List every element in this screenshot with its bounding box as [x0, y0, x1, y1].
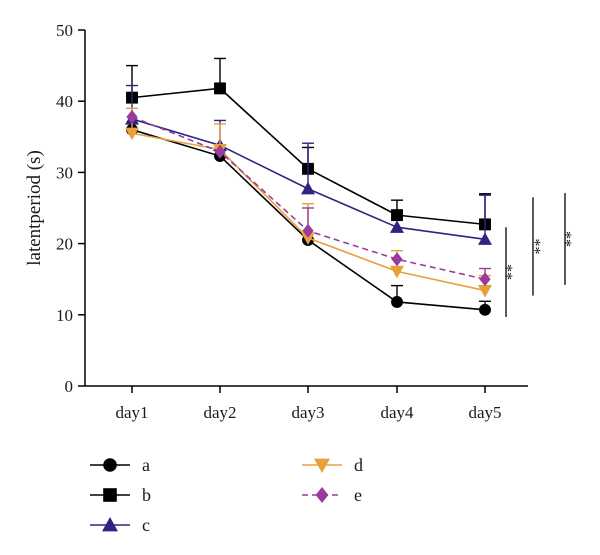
significance-markers: ** ** ** — [504, 193, 580, 317]
legend-marker — [315, 487, 329, 503]
x-tick-label: day1 — [115, 403, 148, 422]
x-tick-label: day3 — [291, 403, 324, 422]
x-tick-label: day2 — [203, 403, 236, 422]
series-layer — [125, 57, 492, 316]
legend-item-e: e — [302, 485, 362, 505]
data-point — [478, 232, 492, 245]
data-point — [479, 272, 491, 287]
legend-marker — [103, 458, 117, 472]
y-tick-label: 50 — [56, 21, 73, 40]
y-tick-label: 0 — [65, 377, 74, 396]
data-point — [390, 265, 404, 279]
data-point — [126, 109, 138, 124]
data-point — [391, 296, 403, 308]
legend-label: a — [142, 455, 150, 475]
y-tick-label: 40 — [56, 92, 73, 111]
legend-marker — [102, 517, 118, 532]
legend-marker — [103, 488, 117, 502]
significance-label: ** — [504, 264, 521, 280]
y-tick-label: 20 — [56, 235, 73, 254]
legend-label: b — [142, 485, 151, 505]
series-e — [126, 109, 491, 287]
data-point — [479, 303, 491, 316]
legend-label: c — [142, 515, 150, 535]
data-point — [478, 284, 492, 298]
data-point — [301, 232, 315, 245]
data-point — [214, 82, 226, 95]
legend-item-b: b — [90, 485, 151, 505]
y-tick-label: 10 — [56, 306, 73, 325]
y-tick-label: 30 — [56, 163, 73, 182]
data-point — [125, 127, 139, 141]
significance-label: ** — [563, 231, 580, 247]
data-point — [391, 252, 403, 267]
x-tick-label: day4 — [380, 403, 414, 422]
data-point — [301, 181, 315, 195]
legend-label: d — [354, 455, 363, 475]
legend-item-c: c — [90, 515, 150, 535]
data-point — [391, 209, 403, 222]
legend-item-a: a — [90, 455, 150, 475]
data-point — [302, 223, 314, 238]
significance-label: ** — [532, 238, 549, 254]
legend-item-d: d — [302, 455, 363, 475]
data-point — [214, 144, 226, 159]
x-tick-label: day5 — [468, 403, 501, 422]
series-line — [131, 116, 486, 280]
legend-label: e — [354, 485, 362, 505]
data-point — [390, 220, 404, 233]
y-axis-title: latentperiod (s) — [24, 150, 45, 266]
axes: 0 10 20 30 40 50 day1 day2 day3 day4 day5 latentper… — [24, 21, 528, 422]
legend-marker — [314, 458, 330, 473]
legend: abc de — [90, 455, 363, 535]
